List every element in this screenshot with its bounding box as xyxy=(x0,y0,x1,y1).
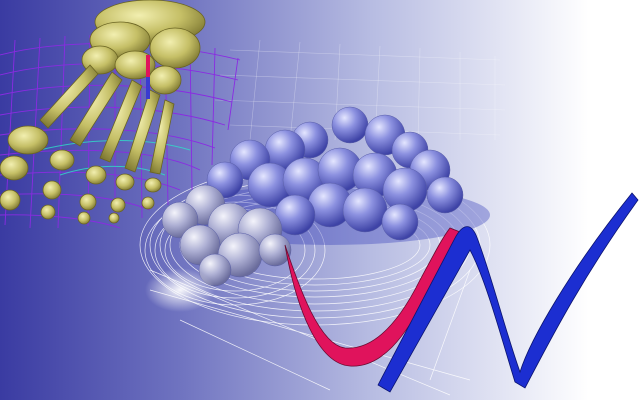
logo-blue-ribbon xyxy=(377,192,639,393)
foot-skeleton xyxy=(0,0,206,225)
marker-bar xyxy=(146,55,150,77)
glow-spot xyxy=(145,268,215,312)
background-grid xyxy=(214,39,506,141)
marker-bar-blue xyxy=(146,77,150,99)
n-logo xyxy=(284,192,639,393)
molecule-blobs xyxy=(161,106,464,287)
